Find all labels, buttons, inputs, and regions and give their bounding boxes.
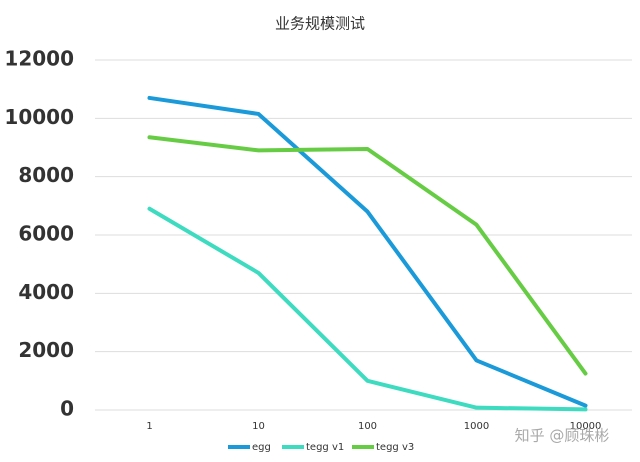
y-tick-label: 6000 <box>18 222 74 246</box>
y-tick-label: 10000 <box>4 105 74 129</box>
chart-title: 业务规模测试 <box>275 15 365 33</box>
series-line <box>147 135 588 376</box>
legend-label: tegg v3 <box>376 442 414 453</box>
y-tick-label: 2000 <box>18 338 74 362</box>
x-tick-label: 100 <box>358 421 377 432</box>
x-tick-label: 1 <box>146 421 152 432</box>
x-tick-label: 1000 <box>464 421 489 432</box>
series-line <box>147 206 588 412</box>
watermark: 知乎 @顾珠彬 <box>515 427 610 445</box>
legend-label: egg <box>252 442 271 453</box>
y-tick-label: 4000 <box>18 280 74 304</box>
y-tick-label: 12000 <box>4 47 74 71</box>
x-tick-label: 10000 <box>570 421 602 432</box>
y-tick-label: 0 <box>60 397 74 421</box>
y-tick-label: 8000 <box>18 163 74 187</box>
legend-label: tegg v1 <box>306 442 344 453</box>
x-tick-label: 10 <box>252 421 265 432</box>
series-line <box>147 95 588 408</box>
